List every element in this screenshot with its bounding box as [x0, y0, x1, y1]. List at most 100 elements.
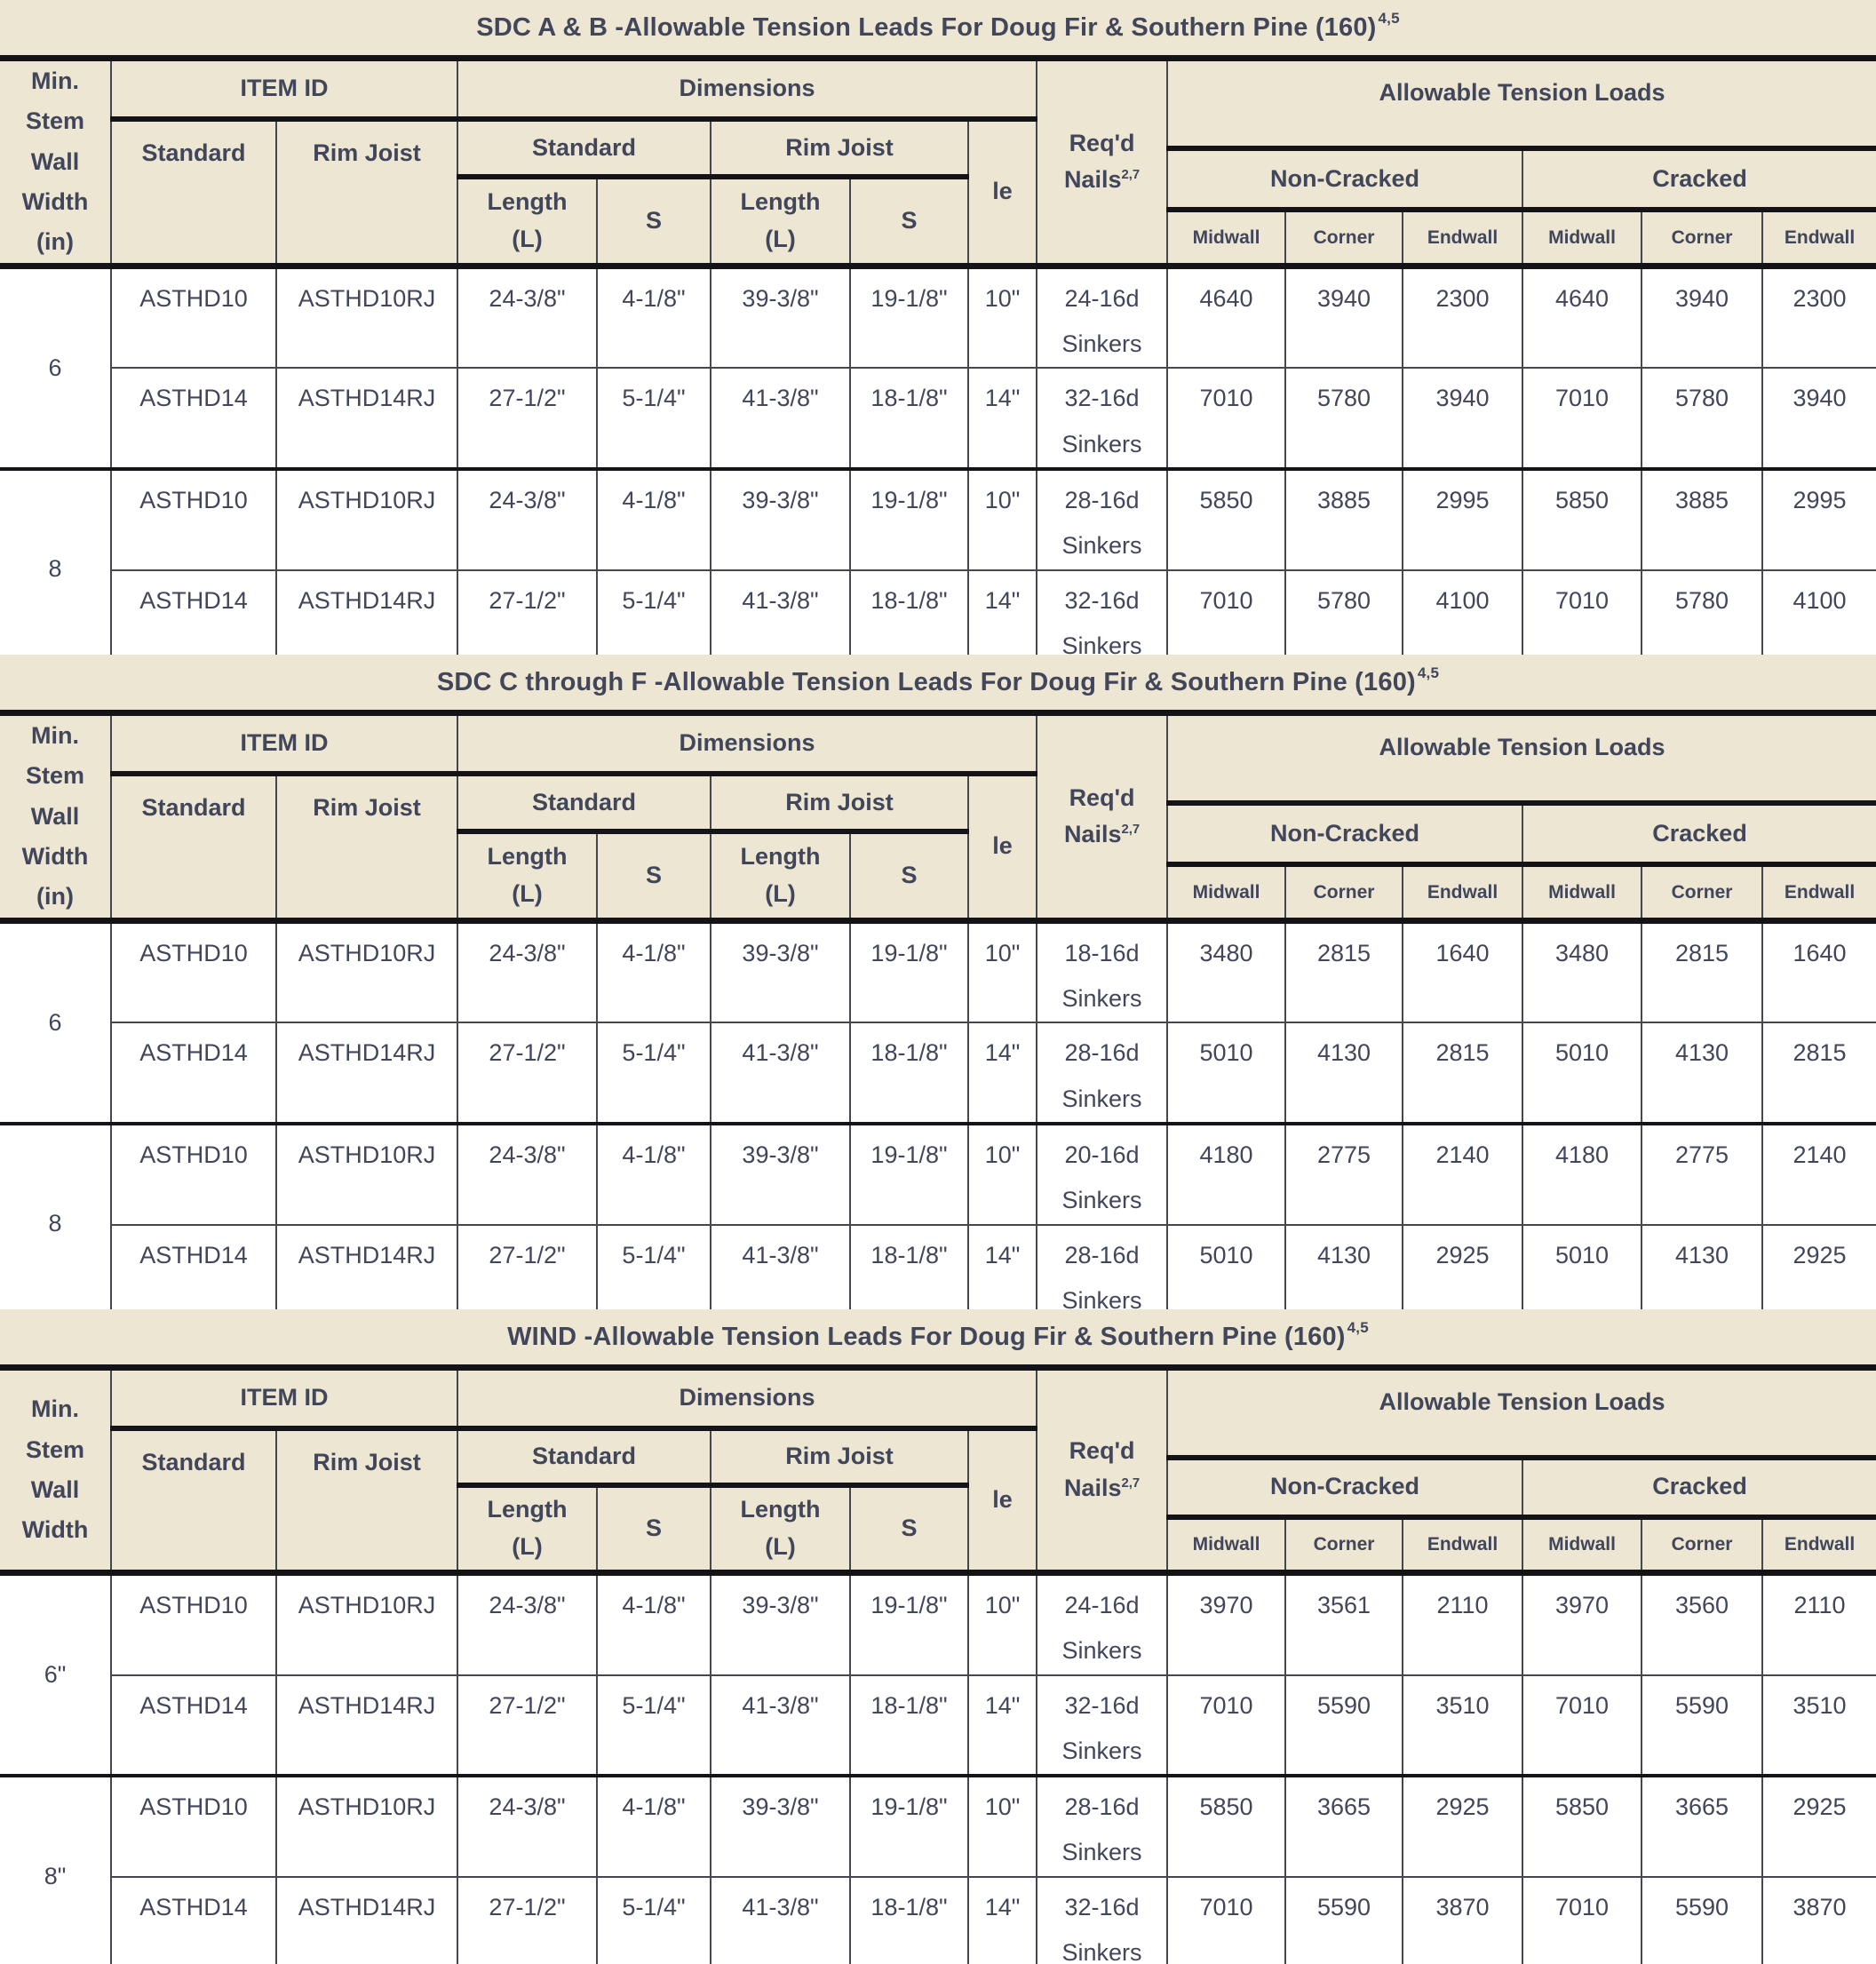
- table-cell: 5850: [1166, 466, 1287, 571]
- table-cell: 3870: [1402, 1875, 1524, 1964]
- table-cell: ASTHD14RJ: [275, 1022, 458, 1125]
- table-cell: 28-16d Sinkers: [1036, 1223, 1169, 1309]
- table-cell: 5-1/4": [596, 367, 711, 470]
- header-item-rim-joist: Rim Joist: [275, 115, 458, 267]
- table-cell: ASTHD14: [111, 569, 277, 655]
- header-cracked-corner: Corner: [1641, 207, 1764, 267]
- header-s-standard: S: [596, 1482, 711, 1574]
- table-cell: 24-3/8": [457, 466, 598, 571]
- table-cell: 18-1/8": [849, 1022, 969, 1125]
- table-cell: 4-1/8": [596, 917, 711, 1024]
- table-cell: 27-1/2": [457, 1022, 598, 1125]
- header-row: Length (L) S Length (L) S: [0, 174, 1876, 267]
- table-cell: 2110: [1761, 1569, 1876, 1676]
- table-cell: 28-16d Sinkers: [1036, 1774, 1169, 1878]
- table-cell: ASTHD14RJ: [275, 1223, 458, 1309]
- header-item-standard: Standard: [111, 1425, 277, 1574]
- table-cell: 1640: [1402, 917, 1524, 1024]
- table-cell: 41-3/8": [710, 367, 851, 470]
- table-cell: 39-3/8": [710, 262, 851, 370]
- table-cell: 5850: [1166, 1774, 1287, 1878]
- table-header: Min. Stem Wall Width (in) ITEM ID Dimens…: [0, 57, 1876, 267]
- table-cell: 7010: [1166, 1875, 1287, 1964]
- stem-wall-width-value: 8: [0, 1121, 112, 1309]
- table-cell: ASTHD14: [111, 1022, 277, 1125]
- table-cell: 41-3/8": [710, 1674, 851, 1777]
- header-dim-standard: Standard: [457, 115, 711, 179]
- table-cell: 4130: [1641, 1223, 1764, 1309]
- table-cell: 5850: [1522, 466, 1643, 571]
- table-cell: 3940: [1284, 262, 1404, 370]
- table-cell: 5-1/4": [596, 1223, 711, 1309]
- table-cell: 41-3/8": [710, 569, 851, 655]
- header-row: Length (L) S Length (L) S: [0, 1482, 1876, 1574]
- table-cell: 4100: [1402, 569, 1524, 655]
- table-header: Min. Stem Wall Width ITEM ID Dimensions …: [0, 1366, 1876, 1574]
- table-cell: ASTHD14RJ: [275, 1875, 458, 1964]
- table-title: SDC C through F -Allowable Tension Leads…: [0, 655, 1876, 710]
- header-noncracked-midwall: Midwall: [1167, 1514, 1287, 1574]
- table-cell: 2815: [1402, 1022, 1524, 1125]
- table-cell: 14": [966, 1022, 1038, 1125]
- table-cell: 19-1/8": [849, 917, 969, 1024]
- table-cell: ASTHD14: [111, 1223, 277, 1309]
- header-reqd-nails: Req'd Nails2,7: [1036, 712, 1169, 922]
- table-cell: ASTHD10: [110, 262, 277, 370]
- table-cell: 24-16d Sinkers: [1036, 262, 1169, 370]
- table-title-superscript: 4,5: [1378, 10, 1400, 27]
- header-reqd-nails: Req'd Nails2,7: [1036, 57, 1169, 267]
- table-cell: ASTHD10: [110, 917, 277, 1024]
- table-title-text: SDC C through F -Allowable Tension Leads…: [436, 667, 1416, 696]
- table-cell: 27-1/2": [457, 1875, 598, 1964]
- header-le: le: [966, 115, 1037, 267]
- table-cell: 2995: [1761, 466, 1876, 571]
- header-noncracked-endwall: Endwall: [1402, 1514, 1524, 1574]
- header-cracked: Cracked: [1522, 146, 1876, 211]
- header-row: Non-Cracked Cracked: [0, 1454, 1876, 1518]
- table-cell: 3480: [1522, 917, 1643, 1024]
- table-cell: 27-1/2": [457, 367, 598, 470]
- header-reqd-nails-superscript: 2,7: [1121, 1476, 1141, 1491]
- table-cell: 24-3/8": [457, 262, 598, 370]
- table-cell: 4130: [1284, 1022, 1404, 1125]
- table-cell: 19-1/8": [849, 1774, 969, 1878]
- header-s-standard: S: [596, 829, 711, 922]
- table-cell: 2925: [1761, 1774, 1876, 1878]
- header-dim-standard: Standard: [457, 1425, 711, 1486]
- header-length-standard: Length (L): [457, 174, 598, 267]
- header-row: Standard Rim Joist Standard Rim Joist le: [0, 115, 1876, 267]
- table-cell: 4-1/8": [596, 1774, 711, 1878]
- header-dim-rim-joist: Rim Joist: [710, 770, 969, 833]
- table-row: ASTHD14 ASTHD14RJ 27-1/2" 5-1/4" 41-3/8" 18-1…: [0, 1674, 1876, 1777]
- table-cell: 2815: [1284, 917, 1404, 1024]
- table-cell: 39-3/8": [710, 466, 851, 571]
- table-cell: 27-1/2": [457, 1674, 598, 1777]
- table-cell: 2140: [1761, 1121, 1876, 1226]
- header-cracked-corner: Corner: [1641, 1514, 1764, 1574]
- table-cell: 41-3/8": [710, 1022, 851, 1125]
- table-cell: 18-1/8": [849, 569, 969, 655]
- header-noncracked-corner: Corner: [1284, 207, 1404, 267]
- table-row: 8 ASTHD10 ASTHD10RJ 24-3/8" 4-1/8" 39-3/8" 19-…: [0, 466, 1876, 655]
- table-cell: 3510: [1761, 1674, 1876, 1777]
- table-cell: 24-16d Sinkers: [1036, 1569, 1169, 1676]
- header-dimensions: Dimensions: [456, 712, 1038, 775]
- table-row: 6 ASTHD10 ASTHD10RJ 24-3/8" 4-1/8" 39-3/8" 19-…: [0, 917, 1876, 1125]
- table-cell: ASTHD10RJ: [275, 917, 458, 1024]
- header-row: Standard Rim Joist Standard Rim Joist le: [0, 1425, 1876, 1574]
- table-cell: 5780: [1284, 569, 1404, 655]
- header-length-rim-joist: Length (L): [710, 1482, 851, 1574]
- table-cell: 2925: [1402, 1774, 1524, 1878]
- table-cell: 3940: [1641, 262, 1764, 370]
- table-cell: 18-1/8": [849, 1875, 969, 1964]
- header-cracked-corner: Corner: [1641, 862, 1764, 922]
- table-cell: 18-1/8": [849, 367, 969, 470]
- table-cell: ASTHD10RJ: [275, 262, 458, 370]
- table-cell: 4180: [1522, 1121, 1643, 1226]
- table-cell: ASTHD10: [110, 1569, 277, 1676]
- table-section-wind: WIND -Allowable Tension Leads For Doug F…: [0, 1309, 1876, 1964]
- table-cell: 3560: [1641, 1569, 1764, 1676]
- table-cell: 5780: [1641, 367, 1764, 470]
- table-cell: 4-1/8": [596, 1569, 711, 1676]
- table-cell: 2300: [1761, 262, 1876, 370]
